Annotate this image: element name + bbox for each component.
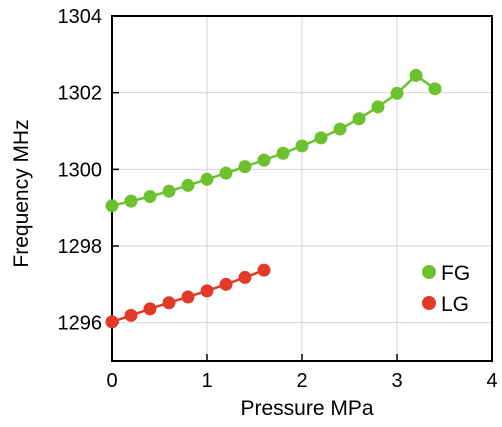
data-point-lg bbox=[219, 277, 233, 291]
data-point-fg bbox=[276, 146, 290, 160]
data-point-fg bbox=[428, 82, 442, 96]
data-point-fg bbox=[333, 122, 347, 136]
x-tick-label: 2 bbox=[296, 370, 307, 392]
data-point-fg bbox=[238, 160, 252, 174]
data-point-lg bbox=[124, 308, 138, 322]
series-fg bbox=[105, 68, 442, 213]
axis-ticks: 0 1 2 3 4 1296 1298 1300 1302 1304 bbox=[58, 6, 498, 392]
x-tick-label: 3 bbox=[391, 370, 402, 392]
y-tick-label: 1304 bbox=[58, 6, 103, 28]
data-point-fg bbox=[295, 139, 309, 153]
data-point-fg bbox=[352, 112, 366, 126]
data-point-fg bbox=[200, 172, 214, 186]
legend-marker bbox=[422, 265, 436, 279]
y-tick-label: 1302 bbox=[58, 83, 103, 105]
legend-label: FG bbox=[441, 262, 470, 285]
data-point-lg bbox=[181, 290, 195, 304]
data-point-lg bbox=[105, 315, 119, 329]
data-point-fg bbox=[314, 131, 328, 145]
data-point-fg bbox=[181, 178, 195, 192]
series-line-fg bbox=[111, 73, 436, 207]
series-lg bbox=[105, 263, 271, 329]
legend: FG LG bbox=[422, 262, 470, 316]
data-point-fg bbox=[371, 100, 385, 114]
data-point-fg bbox=[409, 68, 423, 82]
legend-marker bbox=[422, 296, 436, 310]
x-tick-label: 0 bbox=[106, 370, 117, 392]
legend-item-fg: FG bbox=[422, 262, 470, 285]
x-tick-label: 1 bbox=[201, 370, 212, 392]
x-axis-title: Pressure MPa bbox=[240, 397, 373, 420]
data-point-fg bbox=[124, 194, 138, 208]
y-tick-label: 1298 bbox=[58, 236, 103, 258]
data-point-lg bbox=[200, 284, 214, 298]
legend-item-lg: LG bbox=[422, 293, 469, 316]
y-tick-label: 1300 bbox=[58, 159, 103, 181]
data-point-lg bbox=[162, 296, 176, 310]
data-point-lg bbox=[257, 263, 271, 277]
series-layer bbox=[105, 68, 442, 329]
data-point-lg bbox=[143, 302, 157, 316]
data-point-fg bbox=[219, 166, 233, 180]
data-point-fg bbox=[105, 199, 119, 213]
data-point-fg bbox=[257, 153, 271, 167]
data-point-fg bbox=[143, 190, 157, 204]
data-point-fg bbox=[390, 86, 404, 100]
data-point-fg bbox=[162, 184, 176, 198]
data-point-lg bbox=[238, 270, 252, 284]
x-tick-label: 4 bbox=[486, 370, 497, 392]
legend-label: LG bbox=[441, 293, 469, 316]
y-tick-label: 1296 bbox=[58, 313, 103, 335]
y-axis-title: Frequency MHz bbox=[10, 119, 33, 267]
